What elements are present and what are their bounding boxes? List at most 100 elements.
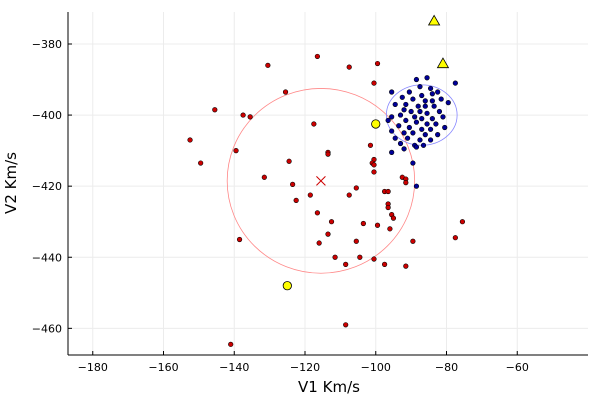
data-point xyxy=(353,185,359,191)
data-point xyxy=(419,116,425,122)
data-point xyxy=(429,116,435,122)
data-point xyxy=(452,235,458,241)
y-axis-label: V2 Km/s xyxy=(2,152,20,214)
data-point xyxy=(187,137,193,143)
center-x-marker xyxy=(316,175,326,186)
y-tick-label: −460 xyxy=(32,322,62,335)
data-point xyxy=(265,62,271,68)
data-point xyxy=(427,137,434,143)
data-point xyxy=(415,103,421,109)
data-point xyxy=(422,98,428,104)
x-tick-label: −80 xyxy=(435,361,458,374)
data-point xyxy=(314,53,320,60)
data-point xyxy=(413,119,420,125)
data-point xyxy=(396,123,402,129)
data-point xyxy=(293,197,299,203)
data-point xyxy=(452,80,458,86)
data-point xyxy=(412,114,418,120)
data-point xyxy=(403,263,409,269)
axes xyxy=(67,12,588,356)
y-tick-label: −380 xyxy=(32,38,62,51)
data-point xyxy=(424,75,430,81)
data-point xyxy=(233,148,239,154)
data-point xyxy=(442,124,448,131)
data-point xyxy=(429,91,435,97)
data-point xyxy=(236,236,243,243)
data-point xyxy=(346,192,352,198)
data-point xyxy=(314,210,320,216)
data-point xyxy=(385,204,391,211)
data-point xyxy=(404,135,411,141)
data-point xyxy=(392,101,398,108)
data-point xyxy=(392,135,398,141)
data-point xyxy=(401,107,407,113)
triangle-point xyxy=(436,57,450,69)
data-point xyxy=(424,121,430,127)
data-point xyxy=(367,142,374,148)
data-point xyxy=(198,160,204,166)
x-tick-label: −100 xyxy=(361,361,391,374)
grid-lines xyxy=(68,12,588,355)
yellow-point xyxy=(282,281,292,291)
data-point xyxy=(422,103,428,109)
data-point xyxy=(413,144,420,150)
data-point xyxy=(389,89,395,95)
data-point xyxy=(438,96,444,102)
data-point xyxy=(325,151,331,157)
data-point xyxy=(389,149,395,155)
data-point xyxy=(374,60,381,67)
data-point xyxy=(343,322,349,328)
dispersion-circles xyxy=(226,84,458,274)
data-point xyxy=(307,192,313,198)
data-point xyxy=(427,85,434,92)
data-point xyxy=(228,341,234,347)
data-point xyxy=(357,254,363,260)
triangle-point xyxy=(427,14,441,26)
data-points xyxy=(187,14,466,347)
data-point xyxy=(431,103,437,109)
data-point xyxy=(399,94,405,100)
data-point xyxy=(410,96,416,102)
data-point xyxy=(403,180,409,186)
data-point xyxy=(371,162,377,168)
data-point xyxy=(401,130,407,136)
data-point xyxy=(346,64,352,70)
data-point xyxy=(240,112,246,118)
x-tick-label: −120 xyxy=(290,361,320,374)
data-point xyxy=(371,80,377,86)
data-point xyxy=(445,100,451,106)
data-point xyxy=(385,117,391,124)
data-point xyxy=(374,222,381,228)
data-point xyxy=(429,98,435,104)
data-point xyxy=(401,146,407,152)
data-point xyxy=(408,108,414,115)
data-point xyxy=(406,89,412,95)
data-point xyxy=(328,219,335,225)
data-point xyxy=(410,130,416,136)
data-point xyxy=(390,215,397,221)
data-point xyxy=(387,226,393,232)
data-point xyxy=(424,110,430,116)
data-point xyxy=(389,128,395,134)
data-point xyxy=(410,160,416,166)
data-point xyxy=(417,84,423,90)
data-point xyxy=(419,92,425,99)
data-point xyxy=(247,114,253,120)
tick-labels: −180 −160 −140 −120 −100 −80 −60 −460 −440 −420 −4… xyxy=(32,38,529,374)
yellow-point xyxy=(371,119,381,129)
data-point xyxy=(397,112,404,118)
dispersion-circle xyxy=(226,88,416,274)
data-point xyxy=(427,126,434,132)
data-point xyxy=(353,238,359,244)
data-point xyxy=(419,126,425,132)
data-point xyxy=(360,220,366,227)
data-point xyxy=(290,181,296,187)
x-tick-label: −60 xyxy=(506,361,529,374)
data-point xyxy=(413,76,420,83)
data-point xyxy=(261,174,267,180)
data-point xyxy=(403,101,409,108)
data-point xyxy=(417,137,423,143)
x-tick-label: −160 xyxy=(148,361,178,374)
data-point xyxy=(422,132,428,138)
